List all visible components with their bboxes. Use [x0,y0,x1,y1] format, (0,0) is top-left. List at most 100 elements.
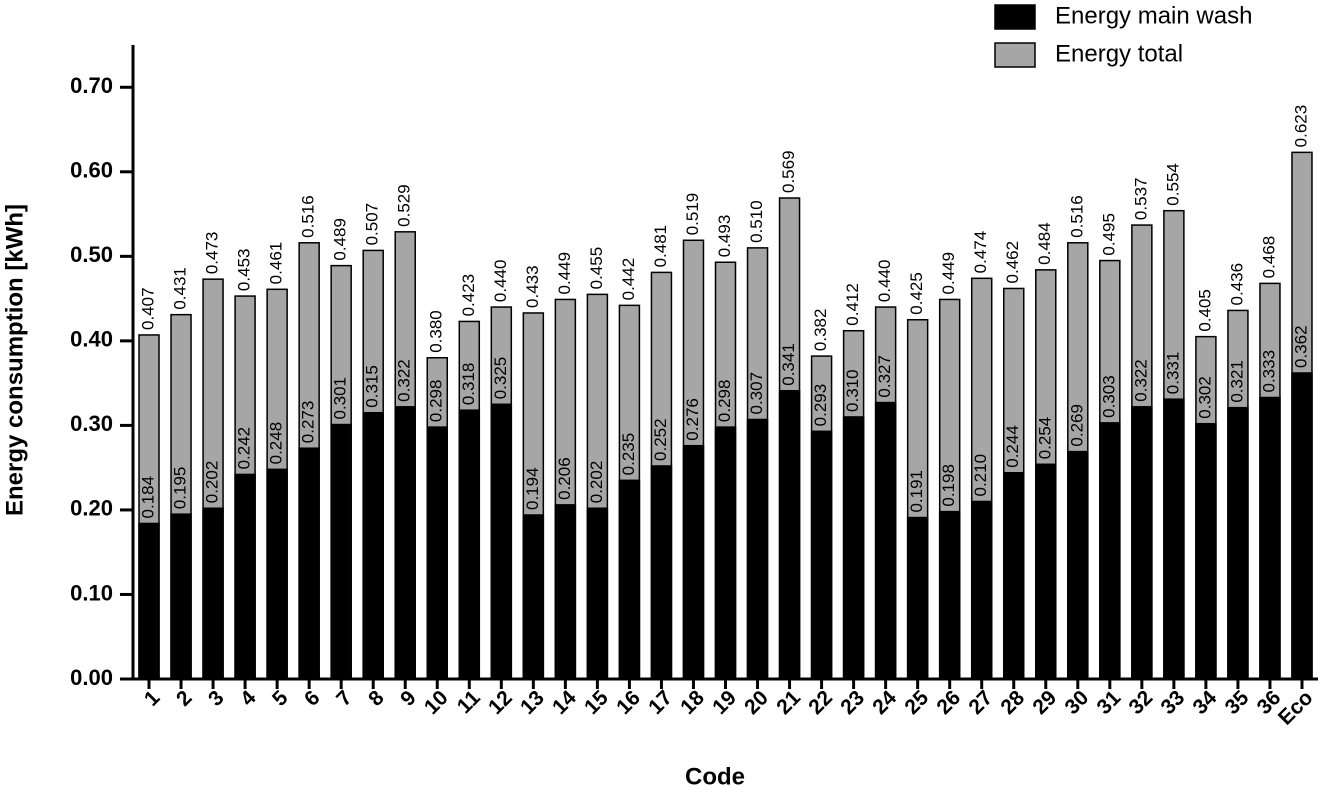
bar [298,447,320,680]
data-label: 0.516 [299,195,318,238]
data-label: 0.310 [843,369,862,412]
data-label: 0.325 [491,357,510,400]
bar [1067,450,1089,680]
legend-label: Energy main wash [1055,2,1252,29]
x-tick-label: Eco [1274,686,1317,729]
data-label: 0.461 [267,242,286,285]
data-label: 0.481 [651,225,670,268]
bar [490,403,513,680]
y-tick-label: 0.60 [70,158,113,183]
y-tick-label: 0.20 [70,496,113,521]
x-tick-label: 14 [548,686,581,719]
x-tick-label: 35 [1221,686,1254,719]
bar [458,409,481,680]
x-tick-label: 24 [868,686,901,719]
bar [1227,406,1249,680]
bar [938,510,961,680]
bar [362,411,384,680]
data-label: 0.529 [395,184,414,227]
bar [1035,463,1057,680]
x-tick-label: 4 [236,686,261,711]
bar [746,418,769,680]
data-label: 0.507 [363,203,382,246]
bar [426,426,449,680]
x-tick-label: 27 [964,686,997,719]
x-tick-label: 7 [332,686,357,711]
data-label: 0.269 [1067,404,1086,447]
x-tick-label: 2 [172,686,197,711]
bar [1195,422,1217,680]
y-tick-label: 0.50 [70,242,113,267]
data-label: 0.303 [1099,375,1118,418]
data-label: 0.423 [459,274,478,317]
data-label: 0.405 [1195,289,1214,332]
data-label: 0.495 [1099,213,1118,256]
data-label: 0.248 [267,422,286,465]
bar [874,401,897,680]
y-tick-label: 0.30 [70,411,113,436]
bar [202,507,224,680]
x-tick-label: 5 [268,686,293,711]
data-label: 0.301 [331,377,350,420]
data-label: 0.436 [1227,263,1246,306]
bar [1131,406,1153,680]
data-label: 0.380 [427,310,446,353]
legend-swatch [994,4,1036,30]
x-tick-label: 13 [516,686,549,719]
data-label: 0.431 [171,267,190,310]
bar [650,465,673,680]
x-tick-label: 17 [644,686,677,719]
x-tick-label: 33 [1157,686,1190,719]
x-tick-label: 32 [1125,686,1158,719]
data-label: 0.184 [138,476,157,519]
data-label: 0.327 [875,355,894,398]
data-label: 0.510 [747,200,766,243]
bar [586,507,609,680]
data-label: 0.293 [811,384,830,427]
legend-swatch [994,42,1036,68]
bar [138,522,160,680]
data-label: 0.382 [811,309,830,352]
x-tick-label: 16 [612,686,645,719]
x-tick-label: 30 [1060,686,1093,719]
data-label: 0.440 [491,260,510,303]
data-label: 0.276 [683,398,702,441]
data-label: 0.298 [715,380,734,423]
x-tick-label: 20 [740,686,773,719]
y-tick-label: 0.70 [70,73,113,98]
data-label: 0.449 [939,252,958,295]
data-label: 0.554 [1163,163,1182,206]
x-tick-label: 21 [772,686,805,719]
data-label: 0.254 [1035,417,1054,460]
bar [394,406,416,680]
data-label: 0.206 [555,457,574,500]
data-label: 0.462 [1003,241,1022,284]
data-label: 0.468 [1259,236,1278,279]
x-tick-label: 29 [1028,686,1061,719]
data-label: 0.198 [939,464,958,507]
bar [1259,396,1281,680]
data-label: 0.453 [235,249,254,292]
data-label: 0.484 [1035,222,1054,265]
x-tick-label: 34 [1189,686,1222,719]
data-label: 0.322 [1131,359,1150,402]
bar [842,416,865,680]
bar [714,426,737,680]
bar [1099,422,1121,680]
data-label: 0.202 [587,461,606,504]
data-label: 0.623 [1291,105,1310,148]
x-tick-label: 9 [396,686,421,711]
data-label: 0.321 [1227,360,1246,403]
bar [330,423,352,680]
x-axis-title: Code [685,763,745,790]
data-label: 0.412 [843,283,862,326]
data-label: 0.202 [203,461,222,504]
x-tick-label: 23 [836,686,869,719]
x-tick-label: 19 [708,686,741,719]
data-label: 0.407 [138,287,157,330]
bar [778,389,801,680]
data-label: 0.516 [1067,195,1086,238]
data-label: 0.474 [971,231,990,274]
x-tick-label: 10 [420,686,453,719]
data-label: 0.569 [779,150,798,193]
